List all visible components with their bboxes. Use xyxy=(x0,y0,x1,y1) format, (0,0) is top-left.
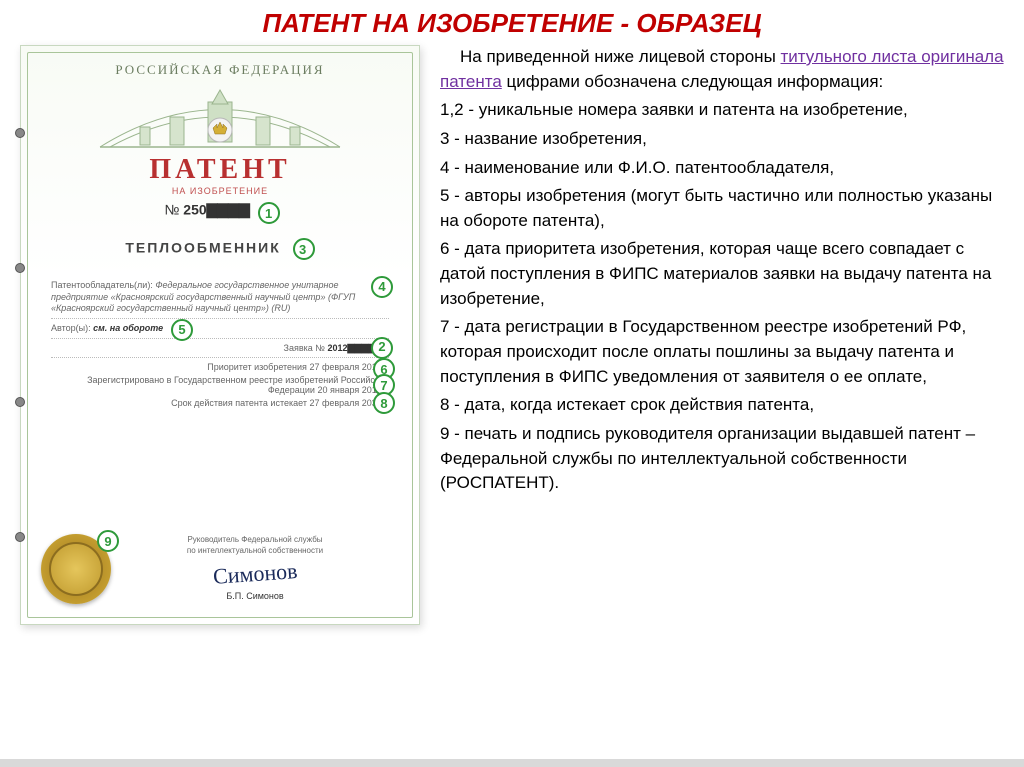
intro-plain2: цифрами обозначена следующая информация: xyxy=(502,72,883,91)
legend-5: 5 - авторы изобретения (могут быть части… xyxy=(440,184,1004,233)
emblem-row xyxy=(35,82,405,152)
legend-column: На приведенной ниже лицевой стороны титу… xyxy=(440,45,1004,749)
holder-line: Патентообладатель(ли): Федеральное госуд… xyxy=(51,280,389,319)
page-title: ПАТЕНТ НА ИЗОБРЕТЕНИЕ - ОБРАЗЕЦ xyxy=(0,0,1024,45)
authors-label: Автор(ы): xyxy=(51,323,91,333)
priority-line: Приоритет изобретения 27 февраля 2012 г.… xyxy=(51,362,389,372)
patent-sub: НА ИЗОБРЕТЕНИЕ xyxy=(35,186,405,196)
country-label: РОССИЙСКАЯ ФЕДЕРАЦИЯ xyxy=(35,62,405,78)
holder-label: Патентообладатель(ли): xyxy=(51,280,153,290)
legend-6: 6 - дата приоритета изобретения, которая… xyxy=(440,237,1004,311)
intro-plain1: На приведенной ниже лицевой стороны xyxy=(460,47,781,66)
invention-name-text: ТЕПЛООБМЕННИК xyxy=(125,240,280,256)
patent-image-column: РОССИЙСКАЯ ФЕДЕРАЦИЯ xyxy=(20,45,440,749)
expiry-label: Срок действия патента истекает xyxy=(171,398,307,408)
priority-label: Приоритет изобретения xyxy=(207,362,307,372)
legend-8: 8 - дата, когда истекает срок действия п… xyxy=(440,393,1004,418)
legend-7: 7 - дата регистрации в Государственном р… xyxy=(440,315,1004,389)
kremlin-emblem-icon xyxy=(90,82,350,152)
director-title: Руководитель Федеральной службы по интел… xyxy=(111,535,399,556)
patent-number-value: 250▇▇▇▇ xyxy=(183,202,249,218)
binding-holes xyxy=(15,66,25,604)
intro-paragraph: На приведенной ниже лицевой стороны титу… xyxy=(440,45,1004,94)
marker-2: 2 xyxy=(371,337,393,359)
bottom-bar xyxy=(0,759,1024,767)
director-name: Б.П. Симонов xyxy=(111,591,399,603)
legend-12: 1,2 - уникальные номера заявки и патента… xyxy=(440,98,1004,123)
reg-line: Зарегистрировано в Государственном реест… xyxy=(51,375,389,395)
patent-number-prefix: № xyxy=(164,202,183,218)
marker-8: 8 xyxy=(373,392,395,414)
patent-number: № 250▇▇▇▇ 1 xyxy=(35,200,405,222)
marker-5: 5 xyxy=(171,319,193,341)
marker-4: 4 xyxy=(371,276,393,298)
legend-4: 4 - наименование или Ф.И.О. патентооблад… xyxy=(440,156,1004,181)
marker-1: 1 xyxy=(258,202,280,224)
app-label: Заявка № xyxy=(284,343,325,353)
application-line: Заявка № 2012▇▇▇▇▇▇ 2 xyxy=(51,343,389,359)
expiry-line: Срок действия патента истекает 27 феврал… xyxy=(51,398,389,408)
authors-value: см. на обороте xyxy=(93,323,163,333)
invention-name: ТЕПЛООБМЕННИК 3 xyxy=(35,238,405,260)
signature-text: Руководитель Федеральной службы по интел… xyxy=(111,535,399,602)
patent-word: ПАТЕНТ xyxy=(35,154,405,186)
dates-block: Приоритет изобретения 27 февраля 2012 г.… xyxy=(51,362,389,408)
marker-9: 9 xyxy=(97,530,119,552)
marker-3: 3 xyxy=(293,238,315,260)
content-row: РОССИЙСКАЯ ФЕДЕРАЦИЯ xyxy=(0,45,1024,759)
patent-card: РОССИЙСКАЯ ФЕДЕРАЦИЯ xyxy=(20,45,420,625)
signature-scribble-icon: Симонов xyxy=(212,557,298,591)
signature-area: 9 Руководитель Федеральной службы по инт… xyxy=(41,534,399,604)
legend-9: 9 - печать и подпись руководителя органи… xyxy=(440,422,1004,496)
legend-3: 3 - название изобретения, xyxy=(440,127,1004,152)
authors-line: Автор(ы): см. на обороте 5 xyxy=(51,323,389,339)
